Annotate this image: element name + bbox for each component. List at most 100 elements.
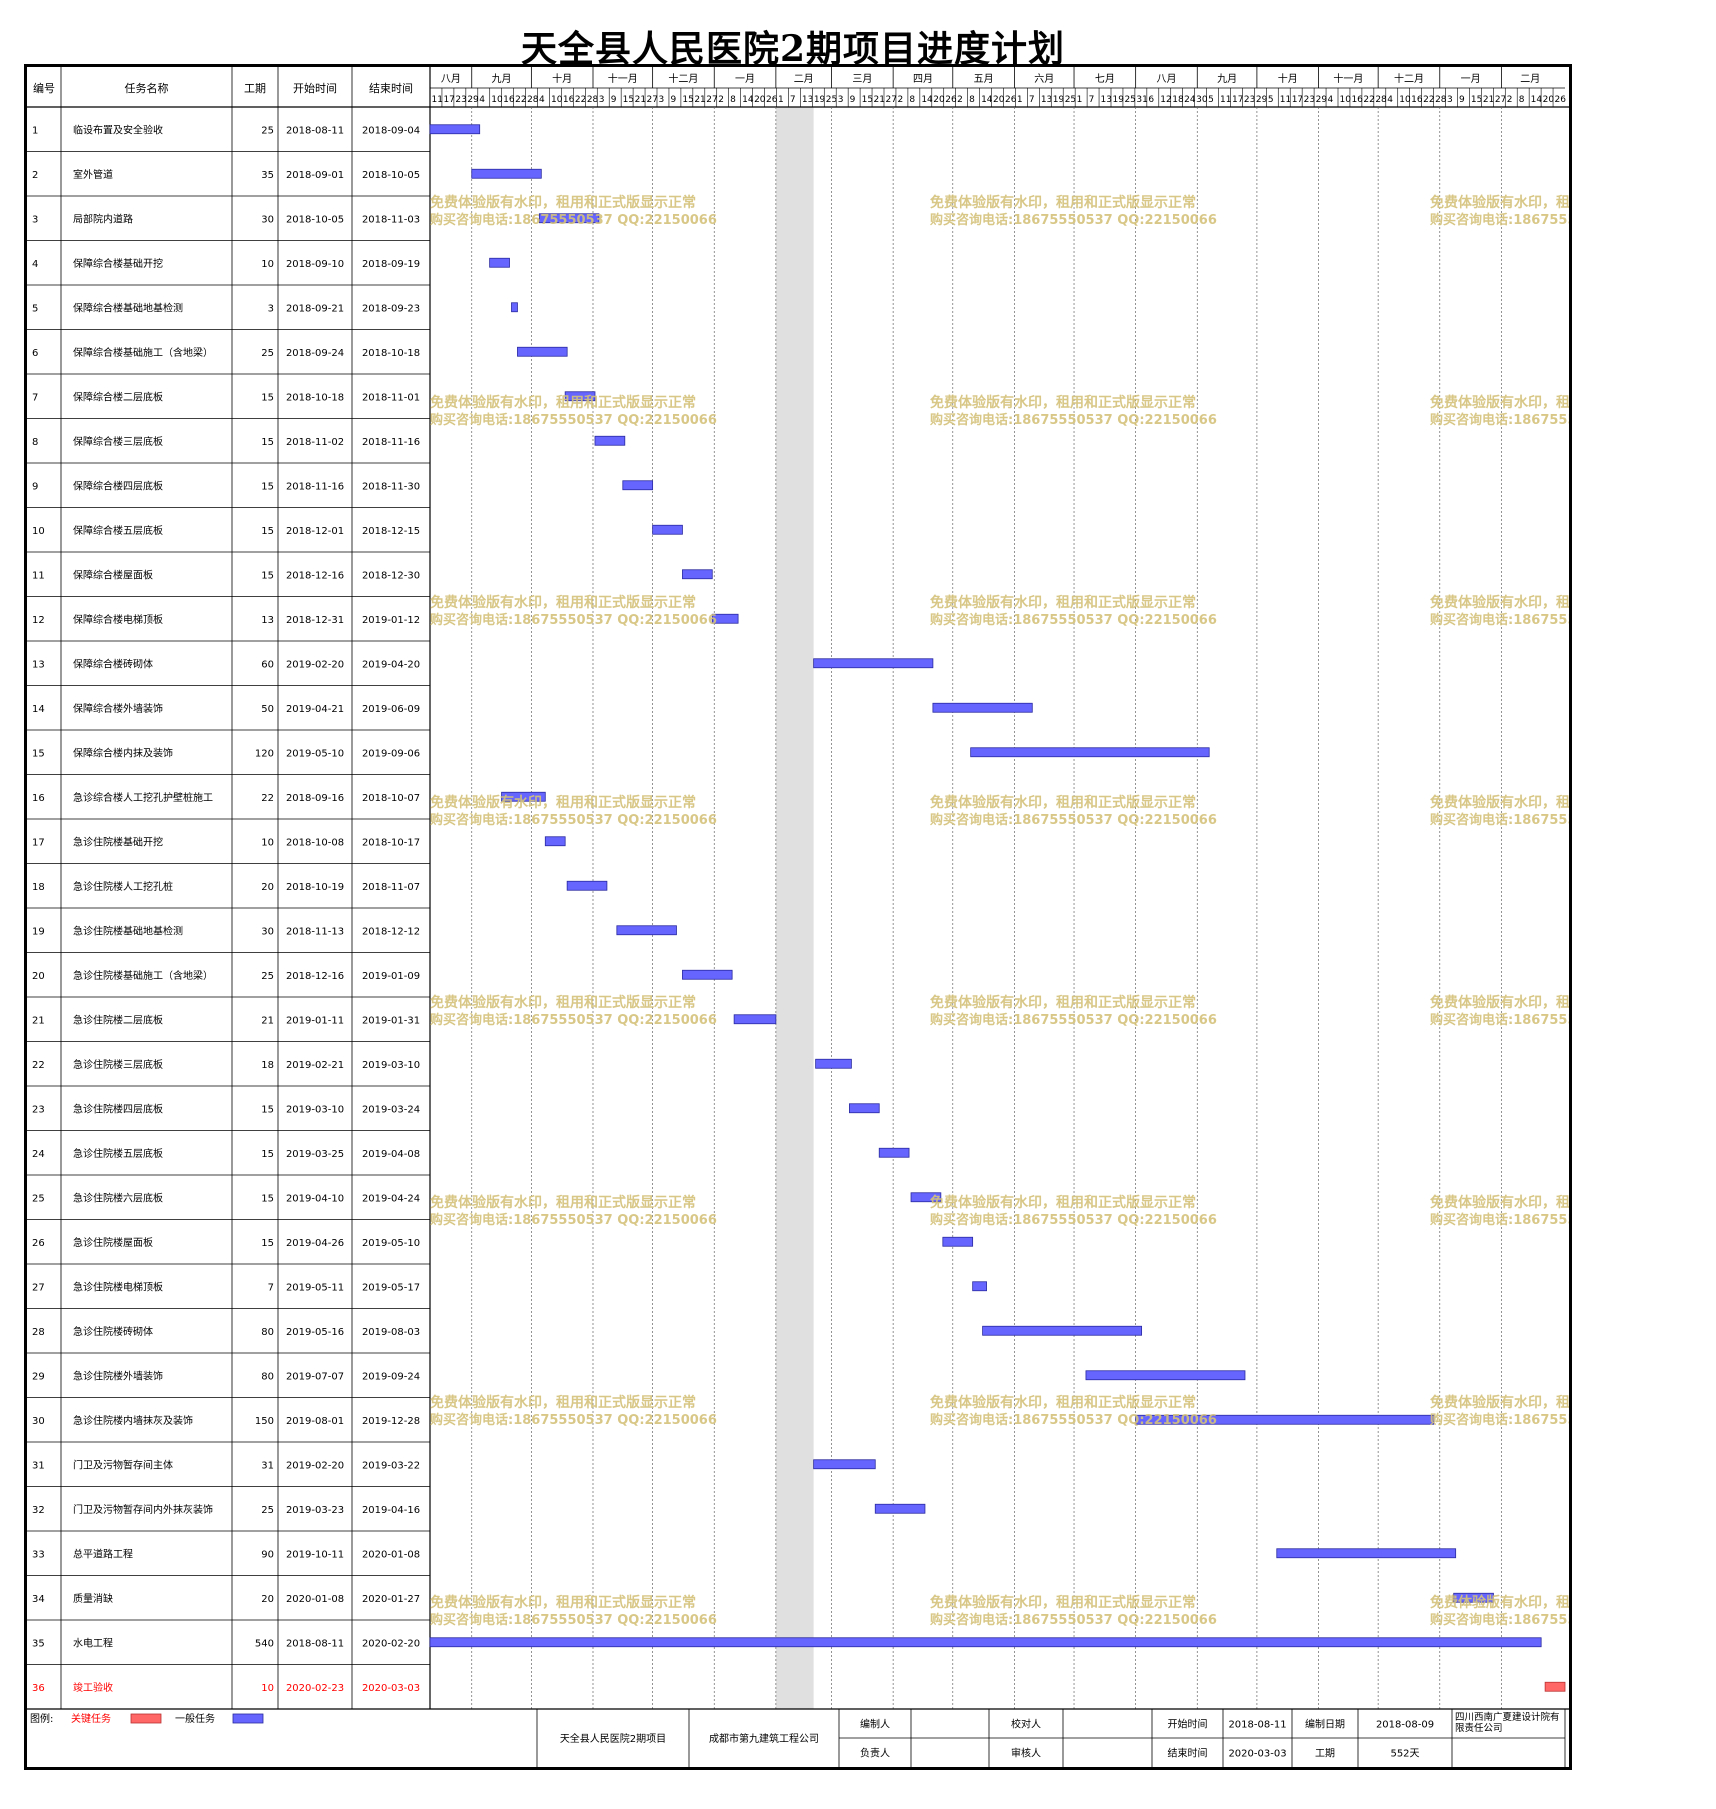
watermark-line2: 购买咨询电话:18675550537 QQ:22150066 bbox=[430, 612, 717, 628]
task-start: 2019-03-10 bbox=[286, 1104, 344, 1115]
task-end: 2019-01-31 bbox=[362, 1015, 420, 1026]
month-label: 八月 bbox=[441, 73, 461, 85]
task-name: 保障综合楼基础开挖 bbox=[73, 257, 163, 270]
task-id: 30 bbox=[32, 1416, 45, 1427]
task-end: 2020-02-20 bbox=[362, 1638, 420, 1649]
task-name: 保障综合楼二层底板 bbox=[73, 390, 163, 403]
task-start: 2019-02-20 bbox=[286, 659, 344, 670]
task-start: 2019-01-11 bbox=[286, 1015, 344, 1026]
day-tick-label: 19 bbox=[1113, 95, 1125, 105]
footer-company: 成都市第九建筑工程公司 bbox=[709, 1732, 819, 1745]
task-bar bbox=[429, 1637, 1542, 1648]
task-end: 2018-12-30 bbox=[362, 570, 420, 581]
task-end: 2019-03-10 bbox=[362, 1060, 420, 1071]
task-name: 保障综合楼屋面板 bbox=[73, 568, 153, 581]
day-tick-label: 10 bbox=[551, 95, 563, 105]
day-tick-label: 28 bbox=[1375, 95, 1387, 105]
task-bar bbox=[538, 213, 600, 224]
task-end: 2019-03-24 bbox=[362, 1104, 420, 1115]
task-start: 2018-08-11 bbox=[286, 125, 344, 136]
day-tick-label: 8 bbox=[730, 95, 736, 105]
task-end: 2019-04-20 bbox=[362, 659, 420, 670]
task-bar bbox=[517, 346, 568, 357]
day-tick-label: 28 bbox=[527, 95, 539, 105]
task-start: 2020-01-08 bbox=[286, 1594, 344, 1605]
task-start: 2018-10-05 bbox=[286, 214, 344, 225]
footer-date-value: 2018-08-09 bbox=[1376, 1720, 1434, 1731]
task-duration: 15 bbox=[261, 1238, 274, 1249]
day-tick-label: 2 bbox=[718, 95, 724, 105]
day-tick-label: 29 bbox=[1316, 95, 1328, 105]
month-label: 四月 bbox=[913, 73, 933, 85]
task-name: 急诊住院楼人工挖孔桩 bbox=[73, 880, 173, 893]
legend-critical-swatch bbox=[130, 1713, 162, 1724]
task-name: 保障综合楼砖砌体 bbox=[73, 657, 153, 670]
day-tick-label: 10 bbox=[1399, 95, 1411, 105]
day-tick-label: 26 bbox=[766, 95, 778, 105]
task-duration: 30 bbox=[261, 214, 274, 225]
watermark-line1: 免费体验版有水印，租用和正式版显示正常 bbox=[430, 1394, 696, 1411]
task-id: 17 bbox=[32, 837, 45, 848]
day-tick-label: 1 bbox=[1077, 95, 1083, 105]
task-end: 2019-05-17 bbox=[362, 1282, 420, 1293]
day-tick-label: 5 bbox=[1268, 95, 1274, 105]
task-duration: 10 bbox=[261, 259, 274, 270]
watermark-line1: 免费体验版有水印，租用和正式版显示正常 bbox=[430, 394, 696, 411]
watermark-line2: 购买咨询电话:18675550537 QQ:22150066 bbox=[430, 812, 717, 828]
task-id: 33 bbox=[32, 1549, 45, 1560]
footer-duration-value: 552天 bbox=[1390, 1749, 1419, 1760]
footer-duration-label: 工期 bbox=[1315, 1748, 1335, 1760]
watermark-line2: 购买咨询电话:18675550537 QQ:22150066 bbox=[430, 1012, 717, 1028]
day-tick-label: 21 bbox=[1483, 95, 1494, 105]
task-duration: 20 bbox=[261, 1594, 274, 1605]
task-start: 2019-02-20 bbox=[286, 1460, 344, 1471]
watermark-line2: 购买咨询电话:18675550537 QQ:22150066 bbox=[430, 212, 717, 228]
day-tick-label: 22 bbox=[1363, 95, 1374, 105]
watermark-line1: 免费体验版有水印，租用和正式版显示正常 bbox=[930, 394, 1196, 411]
day-tick-label: 27 bbox=[647, 95, 658, 105]
watermark-line1: 免费体验版有水印，租用和正式版显示正常 bbox=[930, 1194, 1196, 1211]
day-tick-label: 4 bbox=[479, 95, 485, 105]
task-duration: 3 bbox=[268, 303, 274, 314]
task-duration: 35 bbox=[261, 170, 274, 181]
watermark-line2: 购买咨询电话:18675550537 QQ:22150066 bbox=[1430, 1412, 1569, 1428]
task-id: 19 bbox=[32, 926, 45, 937]
task-bar bbox=[616, 925, 677, 936]
task-duration: 10 bbox=[261, 1683, 274, 1694]
watermark-line2: 购买咨询电话:18675550537 QQ:22150066 bbox=[430, 1212, 717, 1228]
task-name: 急诊住院楼电梯顶板 bbox=[73, 1280, 163, 1293]
day-tick-label: 25 bbox=[1065, 95, 1076, 105]
task-bar bbox=[972, 1281, 987, 1292]
task-duration: 22 bbox=[261, 793, 274, 804]
task-start: 2018-12-16 bbox=[286, 570, 344, 581]
day-tick-label: 7 bbox=[790, 95, 796, 105]
task-id: 12 bbox=[32, 615, 45, 626]
task-bar bbox=[682, 969, 733, 980]
task-bar bbox=[849, 1103, 880, 1114]
task-start: 2018-12-31 bbox=[286, 615, 344, 626]
watermark-line2: 购买咨询电话:18675550537 QQ:22150066 bbox=[930, 1012, 1217, 1028]
day-tick-label: 27 bbox=[1495, 95, 1506, 105]
task-id: 27 bbox=[32, 1282, 45, 1293]
task-name: 急诊住院楼砖砌体 bbox=[73, 1325, 153, 1338]
task-start: 2018-09-21 bbox=[286, 303, 344, 314]
day-tick-label: 22 bbox=[1423, 95, 1434, 105]
day-tick-label: 20 bbox=[933, 95, 945, 105]
task-start: 2019-05-16 bbox=[286, 1327, 344, 1338]
day-tick-label: 26 bbox=[1555, 95, 1567, 105]
task-start: 2019-10-11 bbox=[286, 1549, 344, 1560]
task-name: 保障综合楼内抹及装饰 bbox=[73, 746, 173, 759]
task-duration: 80 bbox=[261, 1327, 274, 1338]
day-tick-label: 2 bbox=[957, 95, 963, 105]
task-name: 急诊住院楼六层底板 bbox=[73, 1191, 163, 1204]
task-bar bbox=[970, 747, 1210, 758]
day-tick-label: 22 bbox=[515, 95, 526, 105]
watermark-line2: 购买咨询电话:18675550537 QQ:22150066 bbox=[1430, 1612, 1569, 1628]
task-start: 2019-08-01 bbox=[286, 1416, 344, 1427]
task-duration: 30 bbox=[261, 926, 274, 937]
task-start: 2018-09-16 bbox=[286, 793, 344, 804]
task-end: 2018-10-05 bbox=[362, 170, 420, 181]
task-end: 2019-04-24 bbox=[362, 1193, 420, 1204]
day-tick-label: 17 bbox=[443, 95, 454, 105]
footer-leader-label: 负责人 bbox=[860, 1747, 890, 1760]
